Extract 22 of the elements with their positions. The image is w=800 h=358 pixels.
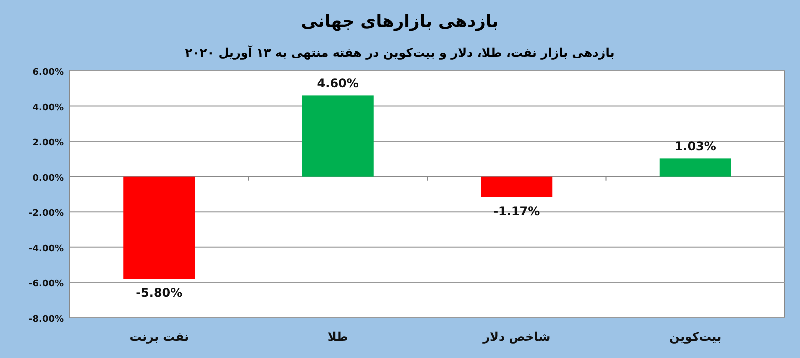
y-tick-label: -8.00% (29, 315, 64, 325)
chart-title: بازدهی بازارهای جهانی (301, 12, 499, 32)
chart-subtitle: بازدهی بازار نفت، طلا، دلار و بیت‌کوین در هفته منتهی به ۱۳ آوریل ۲۰۲۰ (185, 45, 615, 60)
y-tick-label: -2.00% (29, 209, 64, 220)
x-tick-label: شاخص دلار (482, 330, 551, 344)
bar (481, 176, 553, 198)
y-tick-label: -6.00% (29, 280, 64, 290)
y-tick-label: 0.00% (32, 174, 64, 184)
data-label: -5.80% (136, 286, 183, 300)
bar (302, 96, 374, 177)
y-tick-label: 6.00% (32, 68, 64, 78)
y-tick-label: -4.00% (29, 244, 64, 254)
data-label: -1.17% (494, 204, 540, 218)
y-tick-label: 4.00% (32, 103, 64, 114)
bar (660, 158, 732, 177)
y-tick-label: 2.00% (32, 138, 64, 149)
x-tick-label: طلا (328, 330, 348, 344)
data-label: 4.60% (317, 76, 359, 91)
data-label: 1.03% (674, 140, 716, 154)
x-tick-label: بیت‌کوین (670, 330, 722, 344)
bar (124, 176, 196, 280)
x-tick-label: نفت برنت (130, 330, 189, 344)
